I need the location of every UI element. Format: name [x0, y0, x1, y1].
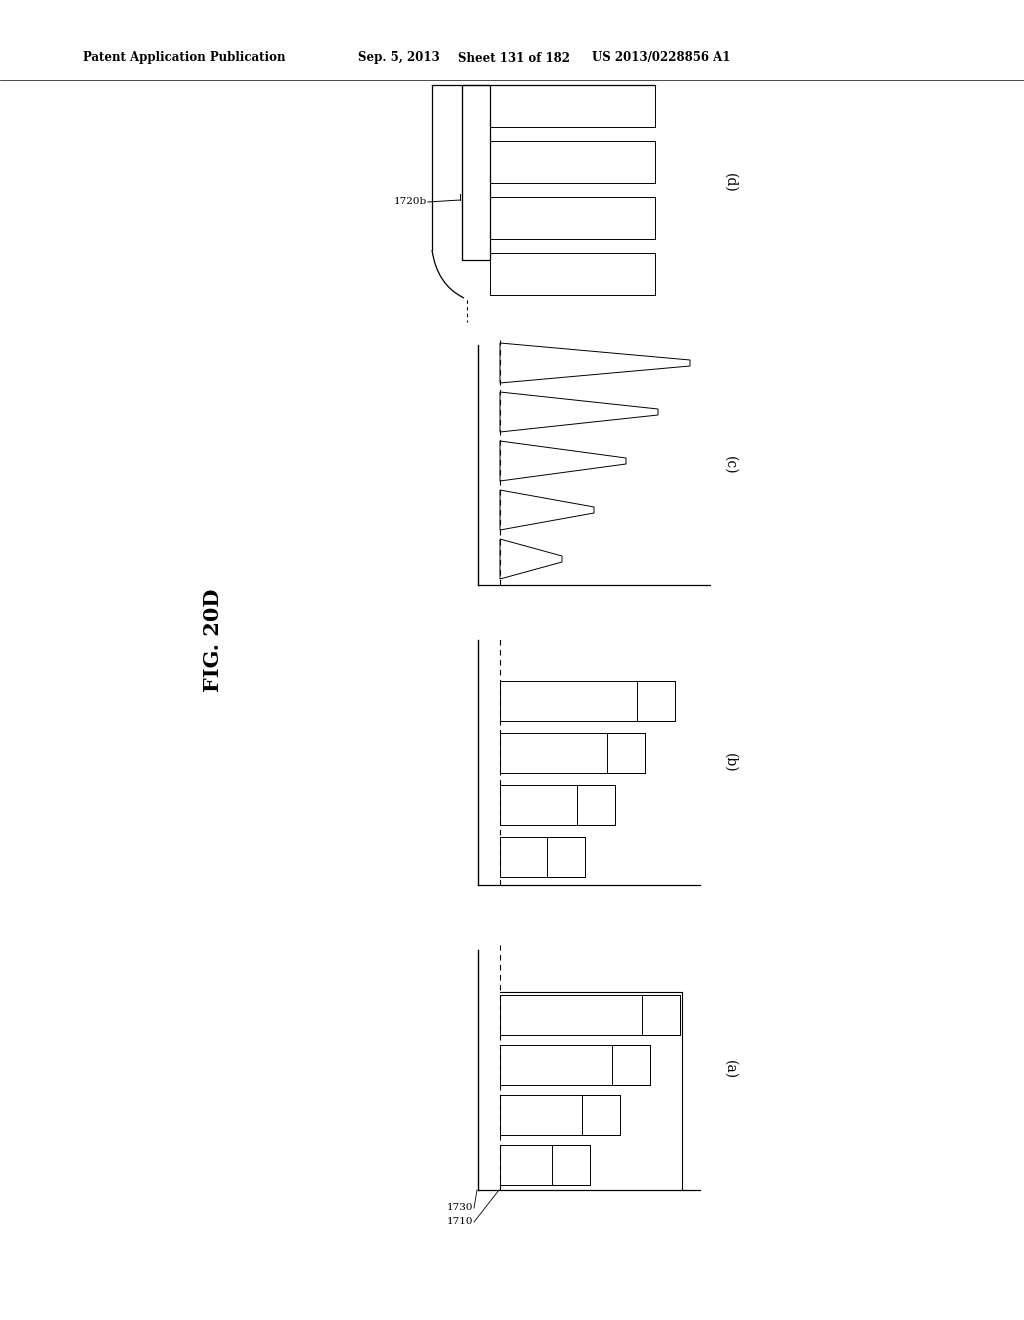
Bar — [462, 84, 490, 260]
Bar — [500, 837, 585, 876]
Polygon shape — [500, 490, 594, 531]
Text: FIG. 20D: FIG. 20D — [203, 589, 223, 692]
Text: 1710: 1710 — [446, 1217, 473, 1226]
Bar — [490, 141, 655, 183]
Text: (a): (a) — [723, 1060, 737, 1080]
Bar — [637, 681, 675, 721]
Bar — [612, 1045, 650, 1085]
Bar — [500, 1144, 590, 1185]
Bar — [577, 785, 615, 825]
Bar — [607, 733, 645, 774]
Bar — [490, 253, 655, 294]
Polygon shape — [500, 392, 658, 432]
Bar — [577, 785, 615, 825]
Text: (b): (b) — [723, 752, 737, 772]
Text: (d): (d) — [723, 173, 737, 193]
Bar — [642, 995, 680, 1035]
Bar — [500, 681, 675, 721]
Bar — [500, 1096, 620, 1135]
Text: (c): (c) — [723, 455, 737, 474]
Bar — [547, 837, 585, 876]
Bar — [607, 733, 645, 774]
Polygon shape — [500, 441, 626, 480]
Bar — [462, 84, 490, 260]
Text: 1730: 1730 — [446, 1204, 473, 1213]
Polygon shape — [500, 343, 690, 383]
Polygon shape — [500, 539, 562, 579]
Bar — [500, 995, 680, 1035]
Bar — [642, 995, 680, 1035]
Text: Patent Application Publication: Patent Application Publication — [83, 51, 286, 65]
Bar — [552, 1144, 590, 1185]
Bar — [582, 1096, 620, 1135]
Bar — [490, 197, 655, 239]
Text: Sep. 5, 2013: Sep. 5, 2013 — [358, 51, 439, 65]
Bar — [500, 1045, 650, 1085]
Bar — [612, 1045, 650, 1085]
Bar — [500, 785, 615, 825]
Bar — [500, 733, 645, 774]
Text: US 2013/0228856 A1: US 2013/0228856 A1 — [592, 51, 730, 65]
Bar — [490, 84, 655, 127]
Bar — [547, 837, 585, 876]
Bar — [637, 681, 675, 721]
Bar — [552, 1144, 590, 1185]
Text: 1720b: 1720b — [394, 198, 427, 206]
Text: Sheet 131 of 182: Sheet 131 of 182 — [458, 51, 570, 65]
Bar — [582, 1096, 620, 1135]
